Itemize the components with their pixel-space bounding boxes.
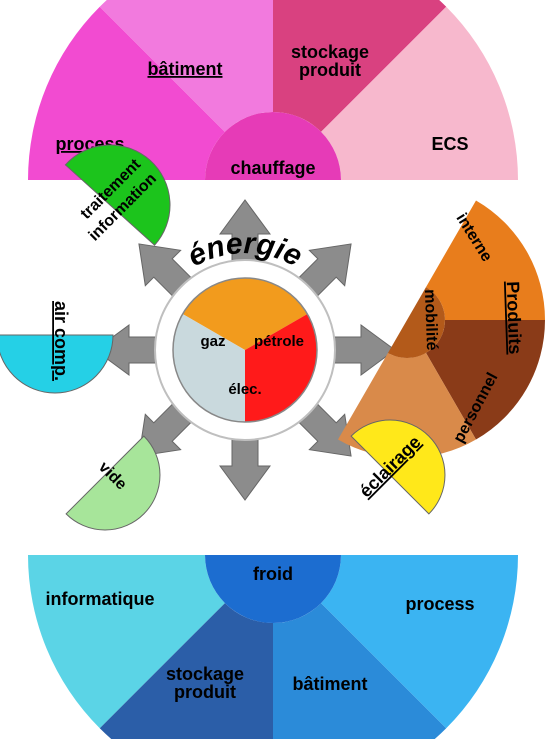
top-hub-label: chauffage	[230, 158, 315, 178]
bottom-label-informatique: informatique	[45, 589, 154, 609]
center-label-petrole: pétrole	[254, 333, 304, 350]
top-label-batiment: bâtiment	[147, 59, 222, 79]
top-label-stockage: stockageproduit	[291, 42, 369, 80]
bottom-label-process: process	[405, 594, 474, 614]
energy-diagram: process bâtiment stockageproduit ECS chauffa…	[0, 0, 547, 739]
center-label-elec: élec.	[228, 381, 261, 398]
center-label-gaz: gaz	[200, 333, 225, 350]
bottom-hub-label: froid	[253, 564, 293, 584]
top-label-ecs: ECS	[431, 134, 468, 154]
petal-label-air_comp: air comp.	[51, 301, 71, 381]
right-hub-label: mobilité	[421, 289, 440, 351]
right-label-produits: Produits	[503, 281, 526, 355]
bottom-label-stockage: stockageproduit	[166, 664, 244, 702]
bottom-label-batiment: bâtiment	[292, 674, 367, 694]
